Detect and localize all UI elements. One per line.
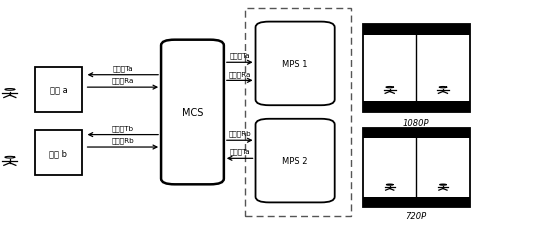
Text: 媒体流Ta: 媒体流Ta [112, 65, 133, 72]
FancyBboxPatch shape [256, 119, 335, 202]
Bar [363, 101, 470, 112]
Bar [363, 128, 470, 138]
Text: 媒体流Ta: 媒体流Ta [229, 53, 250, 59]
Text: MCS: MCS [182, 108, 204, 117]
Text: MPS 2: MPS 2 [282, 156, 307, 165]
Text: 720P: 720P [406, 212, 426, 220]
Bar [35, 130, 82, 176]
Text: 媒体流Ra: 媒体流Ra [112, 77, 134, 84]
Text: 终竺 a: 终竺 a [50, 86, 67, 94]
Text: MPS 1: MPS 1 [282, 60, 307, 69]
FancyBboxPatch shape [256, 22, 335, 106]
Text: 终竺 b: 终竺 b [50, 148, 67, 157]
Bar [363, 25, 470, 112]
Bar [363, 128, 470, 207]
FancyBboxPatch shape [161, 40, 224, 184]
Text: 媒体流Rb: 媒体流Rb [228, 130, 251, 137]
Text: 媒体流Tb: 媒体流Tb [112, 125, 134, 131]
Bar [35, 68, 82, 112]
Text: 媒体流Rb: 媒体流Rb [111, 137, 134, 144]
Text: 媒体流Ra: 媒体流Ra [229, 71, 251, 77]
Bar [363, 25, 470, 36]
Bar [245, 9, 351, 216]
Text: 媒体流Ta: 媒体流Ta [229, 148, 250, 155]
Bar [363, 197, 470, 207]
Text: 1080P: 1080P [403, 118, 429, 127]
